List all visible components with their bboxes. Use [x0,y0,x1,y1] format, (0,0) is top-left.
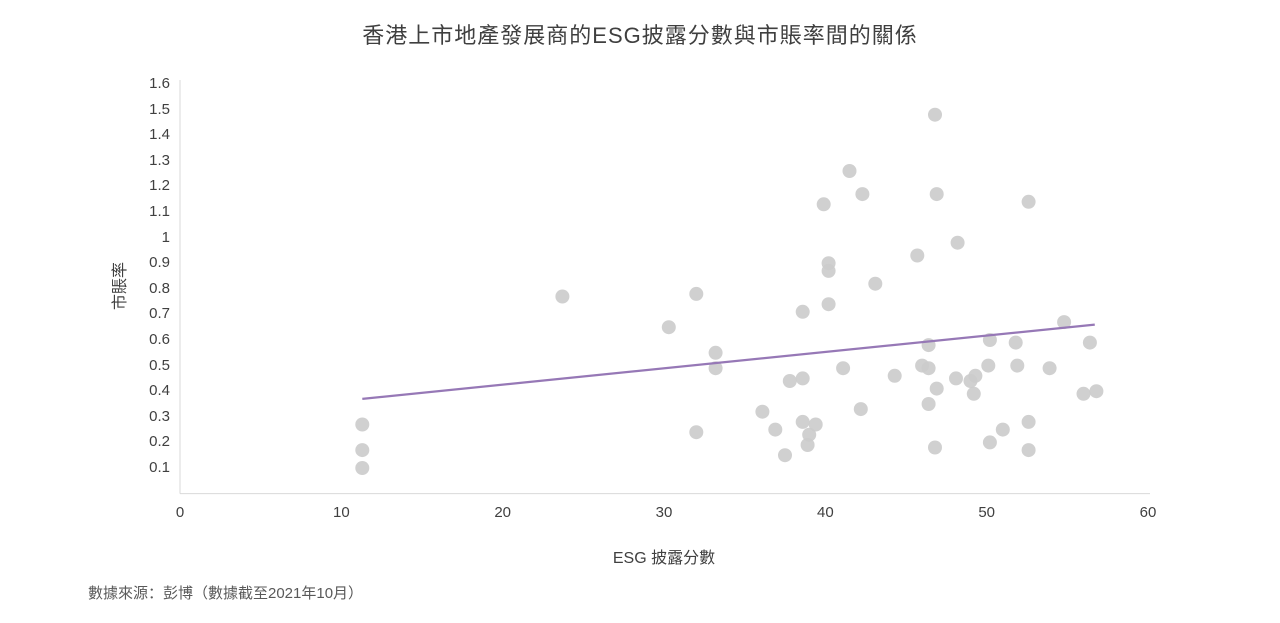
data-point [929,381,944,396]
data-point [808,417,823,432]
data-point [853,402,868,417]
data-point [966,386,981,401]
y-tick-label: 1.3 [149,151,170,169]
data-point [355,461,370,475]
y-tick-label: 0.2 [149,433,170,451]
data-point [842,164,857,178]
data-point [795,371,810,386]
data-point [555,289,570,304]
y-tick-label: 0.8 [149,279,170,297]
x-tick-label: 20 [494,504,511,521]
data-point [661,320,676,335]
data-point [689,286,704,301]
data-point [1021,443,1036,458]
data-point [929,187,944,202]
y-tick-label: 0.3 [149,407,170,425]
data-point [928,107,942,122]
data-point [921,397,936,411]
source-note: 數據來源：彭博（數據截至2021年10月） [88,585,364,602]
data-point [782,374,797,388]
data-point [982,435,997,450]
data-point [355,443,370,458]
y-tick-label: 0.7 [149,305,170,323]
data-point [821,263,836,278]
y-tick-label: 1.5 [149,100,170,118]
x-tick-label: 30 [655,504,673,521]
data-point [1076,386,1091,401]
data-point [1089,384,1104,399]
data-point [821,297,836,312]
data-point [1010,358,1025,373]
data-point [708,361,723,376]
data-point [1057,315,1072,330]
x-tick-label: 10 [332,504,350,521]
y-tick-label: 0.6 [149,331,170,348]
data-point [868,276,883,291]
data-point [689,425,704,440]
data-point [1042,361,1057,376]
data-point [795,304,810,319]
data-point [928,440,942,455]
data-point [800,438,815,452]
data-point [355,417,370,432]
y-tick-label: 0.9 [149,254,170,272]
x-tick-label: 0 [175,504,185,521]
data-point [778,448,792,463]
data-point [949,371,963,386]
data-point [921,361,936,376]
y-tick-label: 1.6 [149,75,170,92]
data-point [1008,335,1023,350]
x-tick-label: 40 [816,504,834,521]
data-point [816,197,831,212]
trend-line [362,323,1095,400]
data-point [1021,414,1036,429]
y-tick-label: 1.1 [149,203,170,220]
y-tick-label: 1.4 [149,126,170,144]
x-axis-title: ESG 披露分數 [612,550,716,567]
data-point [1021,194,1036,209]
data-point [950,235,965,250]
y-tick-label: 0.4 [149,382,170,400]
data-point [1082,335,1097,350]
y-tick-label: 0.1 [149,459,170,476]
chart-title: 香港上市地產發展商的ESG披露分數與市賬率間的關係 [362,23,918,48]
y-tick-label: 0.5 [149,356,170,374]
data-point [981,358,996,373]
x-tick-label: 60 [1139,504,1157,521]
data-point [755,404,770,419]
data-point [855,187,870,202]
data-point [887,368,902,383]
x-tick-label: 50 [978,504,995,521]
data-point [802,427,817,442]
data-point [795,414,810,429]
y-tick-label: 1 [161,228,170,246]
y-axis-title: 市賬率 [112,262,129,311]
y-tick-label: 1.2 [149,177,170,195]
data-point [768,422,783,437]
data-point [910,248,925,263]
data-point [708,345,723,360]
data-point [836,361,851,376]
data-point [995,422,1010,437]
data-point [968,368,983,383]
